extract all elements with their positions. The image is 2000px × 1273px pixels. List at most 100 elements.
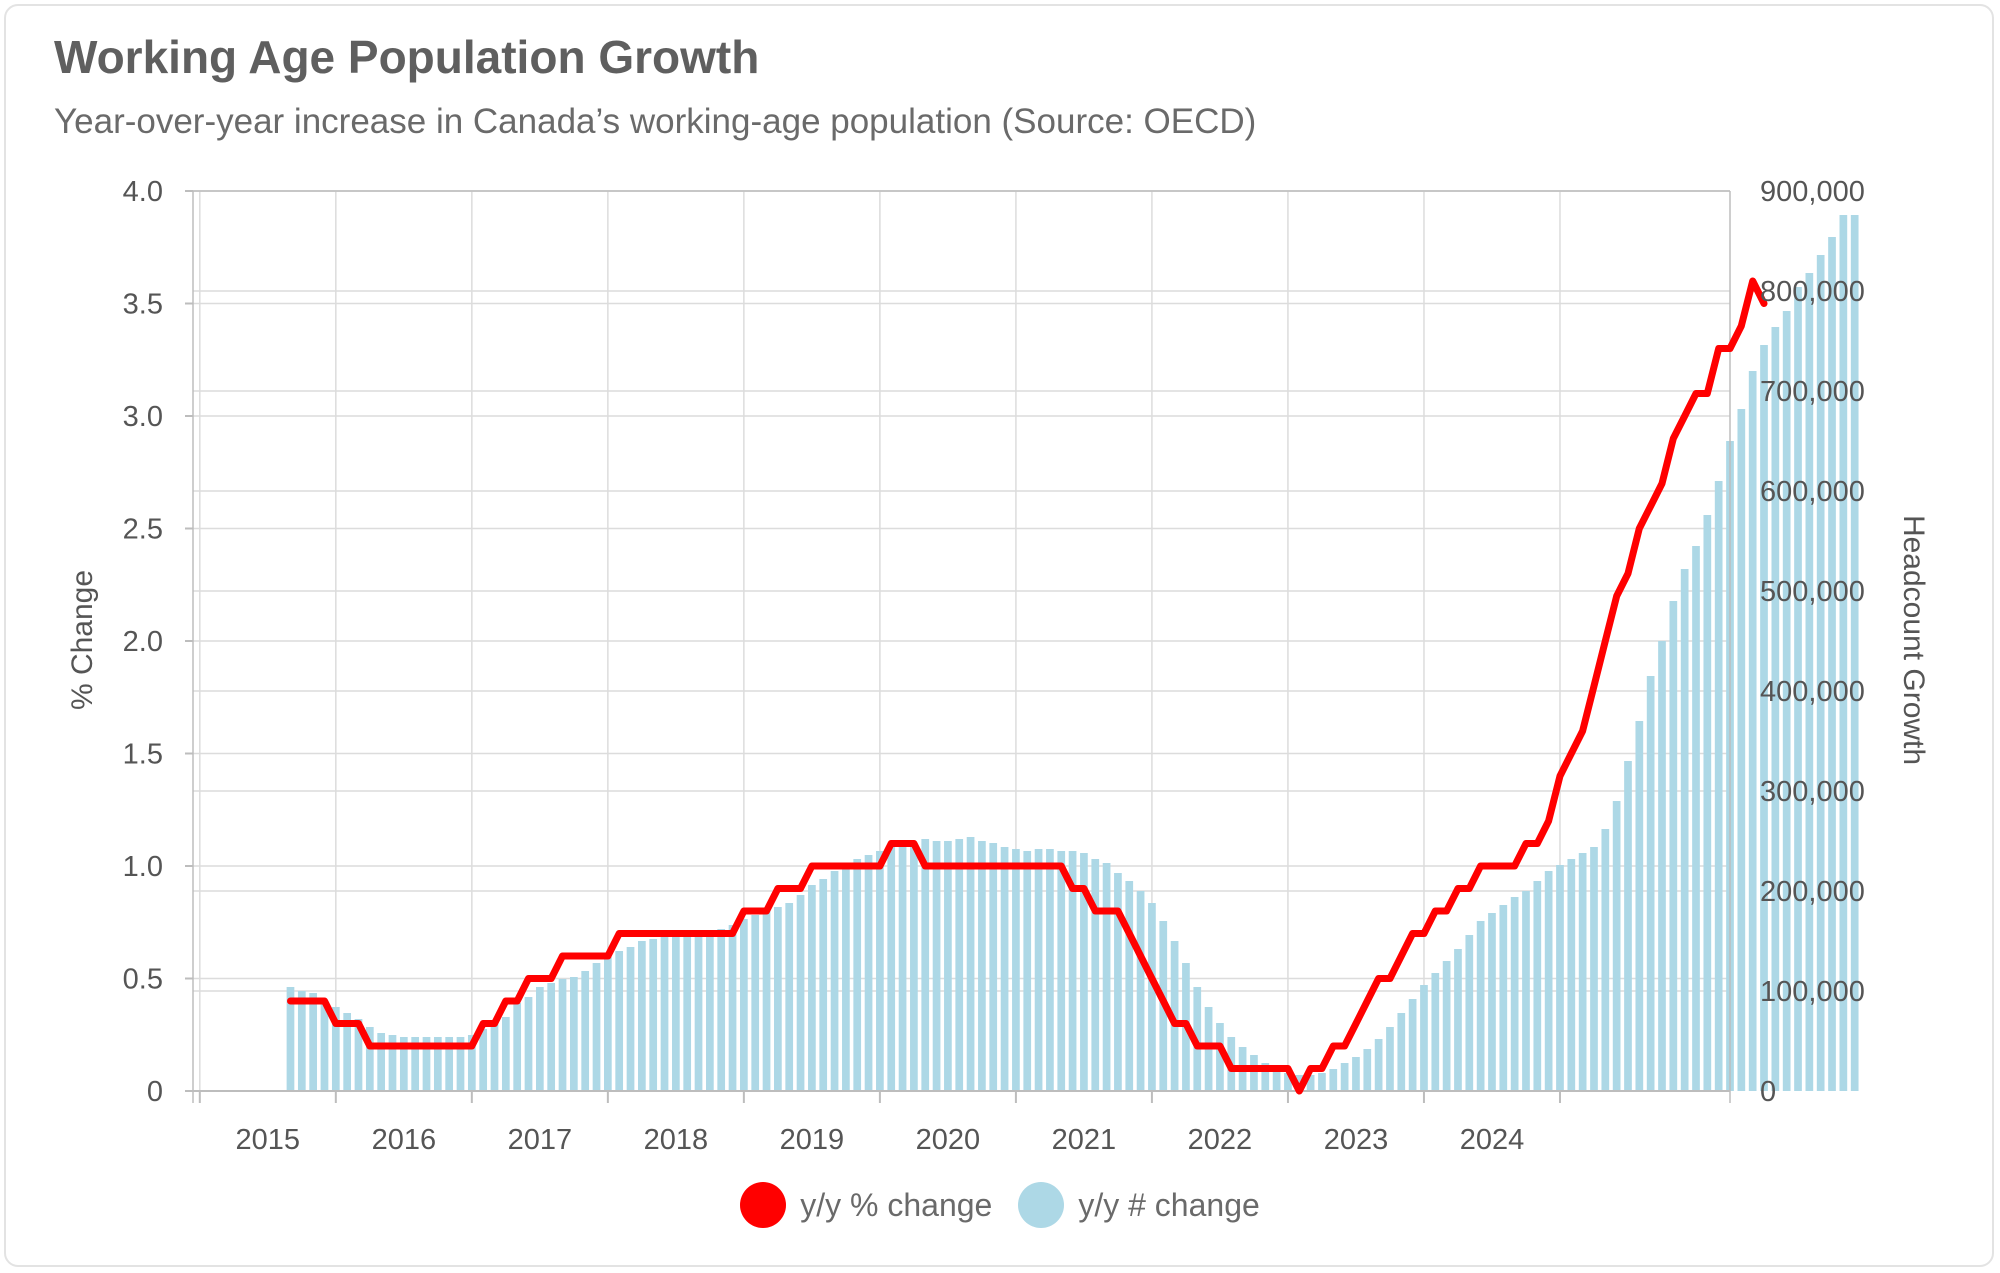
bar <box>1068 851 1077 1091</box>
bar <box>399 1037 408 1091</box>
legend: y/y % change y/y # change <box>0 1182 2000 1228</box>
bar <box>524 997 533 1091</box>
bar <box>1624 761 1632 1091</box>
bar <box>1703 515 1712 1091</box>
bar <box>1839 215 1848 1091</box>
bar <box>1737 409 1746 1091</box>
y-right-tick-label: 500,000 <box>1760 576 1865 608</box>
bar <box>569 977 578 1091</box>
bar <box>1748 371 1757 1091</box>
x-tick-label: 2021 <box>1052 1124 1117 1156</box>
bar <box>774 907 782 1091</box>
bar <box>422 1037 431 1091</box>
bar <box>1363 1049 1372 1091</box>
x-tick-label: 2016 <box>372 1124 437 1156</box>
y-right-tick-label: 0 <box>1760 1076 1776 1108</box>
legend-label-line: y/y % change <box>800 1186 993 1223</box>
bar <box>910 843 918 1091</box>
bar <box>445 1037 454 1091</box>
bar <box>1408 999 1417 1091</box>
y-left-tick-label: 3.0 <box>123 401 163 433</box>
bar <box>1805 273 1814 1091</box>
bar <box>853 859 862 1091</box>
bar <box>1148 903 1156 1091</box>
bar <box>1601 829 1610 1091</box>
bar <box>1431 973 1440 1091</box>
bar <box>1782 311 1791 1091</box>
legend-item-line[interactable]: y/y % change <box>740 1182 992 1228</box>
bar <box>1442 961 1451 1091</box>
y-left-tick-label: 3.5 <box>123 289 163 321</box>
bar <box>1692 546 1700 1091</box>
bar <box>615 951 624 1091</box>
bar <box>1794 287 1802 1091</box>
bar <box>1000 847 1009 1091</box>
y-left-tick-label: 1.0 <box>123 851 163 883</box>
bar <box>1284 1073 1292 1091</box>
legend-item-bars[interactable]: y/y # change <box>1018 1182 1260 1228</box>
bar <box>955 839 964 1091</box>
bar <box>1295 1075 1304 1091</box>
bar <box>1080 853 1088 1091</box>
y-left-tick-label: 2.0 <box>123 626 163 658</box>
bar <box>626 947 635 1091</box>
bar <box>1046 849 1054 1091</box>
bar <box>660 935 669 1091</box>
bar <box>467 1035 476 1091</box>
bar <box>898 845 907 1091</box>
bar <box>377 1033 386 1091</box>
legend-swatch-bars <box>1018 1182 1065 1228</box>
y-right-tick-label: 200,000 <box>1760 876 1865 908</box>
y-left-tick-label: 0 <box>147 1076 163 1108</box>
y-right-tick-label: 300,000 <box>1760 776 1865 808</box>
x-tick-label: 2020 <box>916 1124 981 1156</box>
bar <box>411 1037 420 1091</box>
bar <box>830 871 839 1091</box>
bar <box>876 851 884 1091</box>
bar <box>706 931 714 1091</box>
bar <box>978 841 986 1091</box>
bar-series <box>286 215 1859 1091</box>
bar <box>1329 1069 1338 1091</box>
bar <box>286 987 295 1091</box>
bar <box>989 843 998 1091</box>
chart-title: Working Age Population Growth <box>54 31 760 83</box>
bar <box>490 1023 499 1091</box>
bar <box>1499 905 1508 1091</box>
bar <box>1816 255 1825 1091</box>
bar <box>1465 935 1474 1091</box>
bar <box>740 919 748 1091</box>
bar <box>1567 859 1576 1091</box>
bar <box>1091 859 1100 1091</box>
bar <box>1386 1027 1394 1091</box>
y-right-tick-label: 600,000 <box>1760 476 1865 508</box>
bar <box>388 1035 397 1091</box>
bar <box>365 1027 374 1091</box>
bar <box>1250 1055 1258 1091</box>
y-right-tick-label: 900,000 <box>1760 176 1865 208</box>
bar <box>638 941 646 1091</box>
bar <box>1510 897 1519 1091</box>
y-axis-label-right: Headcount Growth <box>1897 515 1930 765</box>
bar <box>1850 215 1859 1091</box>
bar <box>1533 881 1542 1091</box>
bar <box>1658 641 1666 1091</box>
bar <box>1114 873 1122 1091</box>
bar <box>320 1001 329 1091</box>
bar <box>966 837 975 1091</box>
bar <box>1612 801 1621 1091</box>
bar <box>1454 949 1462 1091</box>
y-right-tick-label: 400,000 <box>1760 676 1865 708</box>
bar <box>1680 569 1689 1091</box>
bar <box>1023 851 1032 1091</box>
bar <box>649 939 658 1091</box>
bar <box>501 1017 510 1091</box>
bar <box>683 933 692 1091</box>
bar <box>1760 345 1768 1091</box>
bar <box>1714 481 1723 1091</box>
x-tick-label: 2018 <box>644 1124 709 1156</box>
bar <box>842 863 850 1091</box>
x-tick-label: 2024 <box>1460 1124 1525 1156</box>
x-tick-label: 2019 <box>780 1124 845 1156</box>
